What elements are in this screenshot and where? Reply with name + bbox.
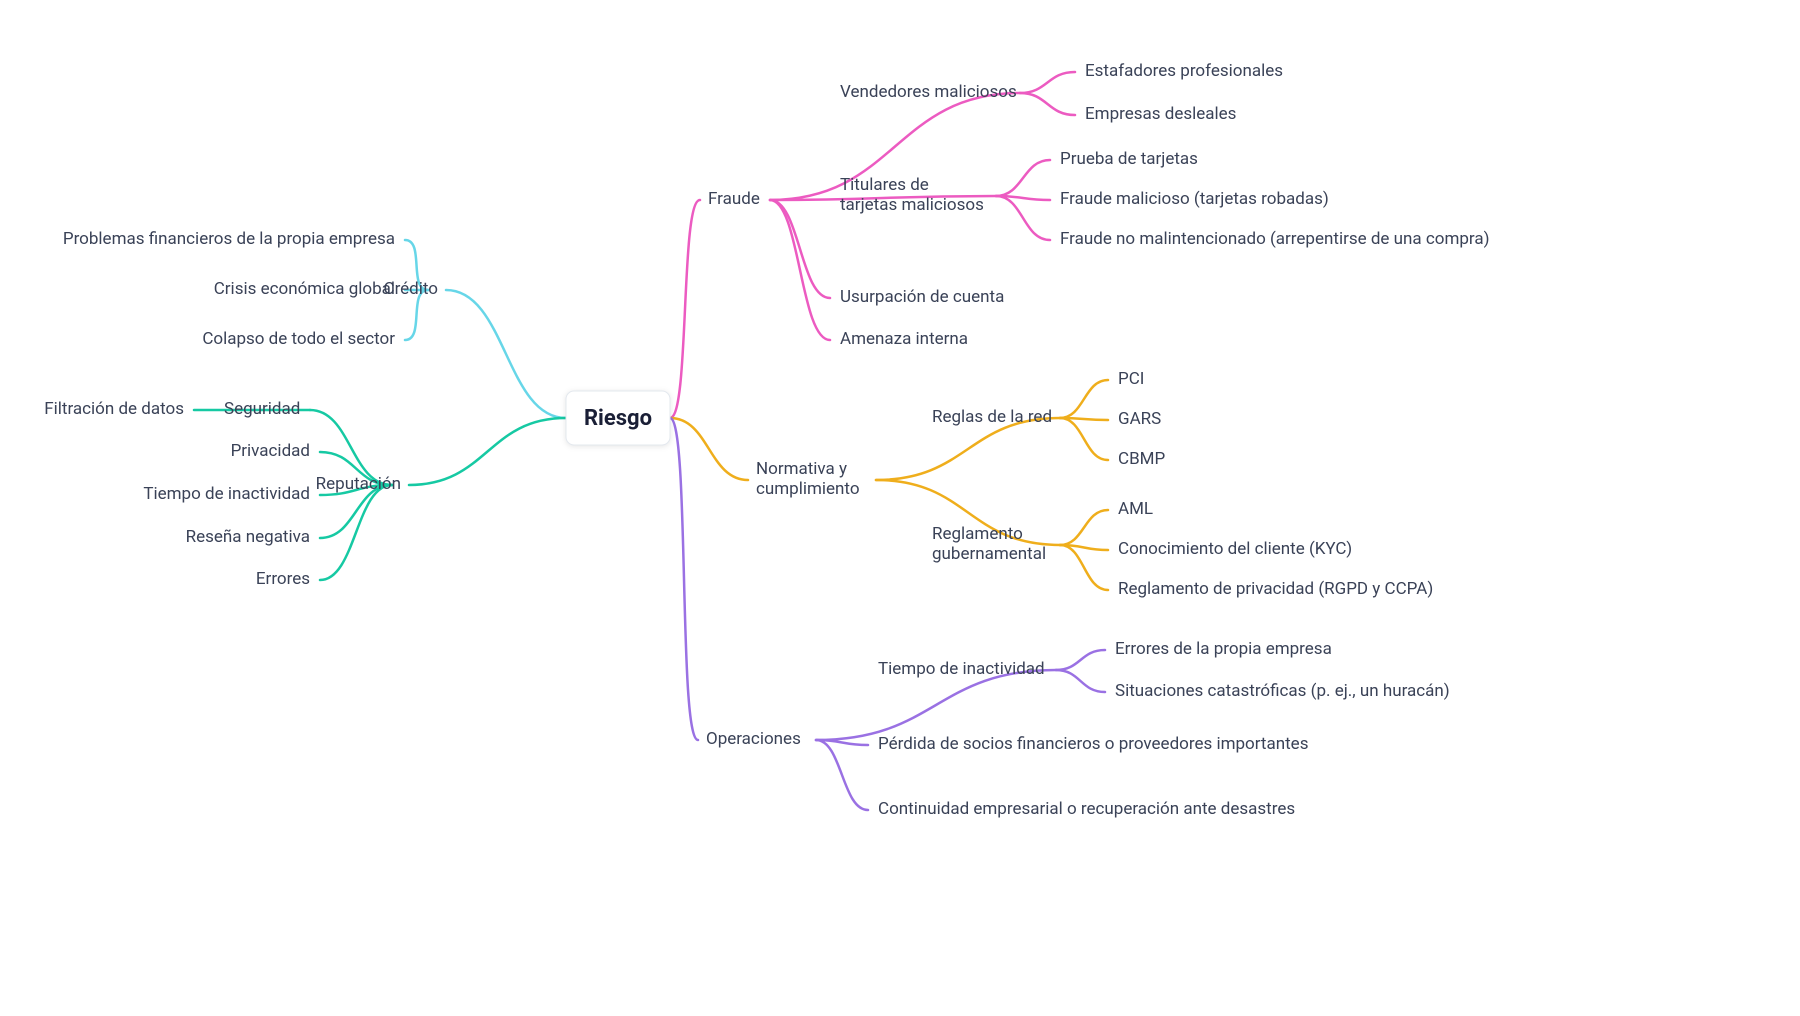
mindmap-node: AML [1118, 499, 1153, 519]
mindmap-node: GARS [1118, 409, 1161, 429]
mindmap-edge [320, 485, 392, 580]
mindmap-node: Problemas financieros de la propia empre… [63, 229, 395, 249]
mindmap-node: Conocimiento del cliente (KYC) [1118, 539, 1352, 559]
mindmap-node: Filtración de datos [44, 399, 184, 419]
mindmap-edge [770, 200, 830, 340]
mindmap-edge [1060, 545, 1108, 590]
mindmap-node: Errores [256, 569, 310, 589]
mindmap-node: Vendedores maliciosos [840, 82, 1017, 102]
mindmap-node: Tiempo de inactividad [143, 484, 310, 504]
mindmap-edge [409, 418, 566, 485]
mindmap-edge [1020, 72, 1075, 93]
mindmap-node: Crisis económica global [214, 279, 395, 299]
mindmap-node: Estafadores profesionales [1085, 61, 1283, 81]
mindmap-node: Amenaza interna [840, 329, 968, 349]
mindmap-edge [1056, 650, 1105, 670]
mindmap-edge [446, 290, 566, 418]
mindmap-node: Usurpación de cuenta [840, 287, 1004, 307]
mindmap-node: CBMP [1118, 449, 1165, 469]
mindmap-node: Reseña negativa [186, 527, 310, 547]
mindmap-edge [1020, 93, 1075, 115]
mindmap-edge [1060, 510, 1108, 545]
mindmap-edge [1060, 380, 1108, 418]
mindmap-node: Reglamentogubernamental [932, 524, 1046, 564]
mindmap-node: Reglas de la red [932, 407, 1052, 427]
mindmap-node: Reputación [316, 474, 401, 494]
mindmap-node: Errores de la propia empresa [1115, 639, 1332, 659]
mindmap-node: PCI [1118, 369, 1144, 389]
mindmap-edge [996, 160, 1050, 196]
mindmap-canvas: RiesgoCréditoProblemas financieros de la… [0, 0, 1800, 1016]
labels-layer: RiesgoCréditoProblemas financieros de la… [44, 61, 1489, 819]
mindmap-node: Prueba de tarjetas [1060, 149, 1198, 169]
mindmap-edge [1060, 418, 1108, 460]
mindmap-edge [996, 196, 1050, 240]
mindmap-node: Operaciones [706, 729, 801, 749]
mindmap-node: Privacidad [231, 441, 310, 461]
mindmap-edge [670, 200, 700, 418]
root-label: Riesgo [584, 406, 652, 431]
mindmap-node: Reglamento de privacidad (RGPD y CCPA) [1118, 579, 1433, 599]
mindmap-node: Titulares detarjetas maliciosos [840, 175, 984, 215]
mindmap-node: Tiempo de inactividad [878, 659, 1045, 679]
mindmap-node: Situaciones catastróficas (p. ej., un hu… [1115, 681, 1450, 701]
mindmap-edge [1056, 670, 1105, 692]
mindmap-node: Colapso de todo el sector [202, 329, 395, 349]
mindmap-edge [816, 740, 868, 810]
mindmap-node: Continuidad empresarial o recuperación a… [878, 799, 1295, 819]
mindmap-node: Fraude no malintencionado (arrepentirse … [1060, 229, 1490, 249]
mindmap-node: Pérdida de socios financieros o proveedo… [878, 734, 1308, 754]
mindmap-node: Empresas desleales [1085, 104, 1236, 124]
mindmap-edge [770, 200, 830, 298]
mindmap-node: Fraude malicioso (tarjetas robadas) [1060, 189, 1329, 209]
mindmap-edge [670, 418, 748, 480]
mindmap-node: Seguridad [224, 399, 300, 419]
mindmap-node: Fraude [708, 189, 760, 209]
mindmap-edge [816, 670, 1056, 740]
mindmap-edge [670, 418, 698, 740]
mindmap-node: Normativa ycumplimiento [756, 459, 860, 499]
